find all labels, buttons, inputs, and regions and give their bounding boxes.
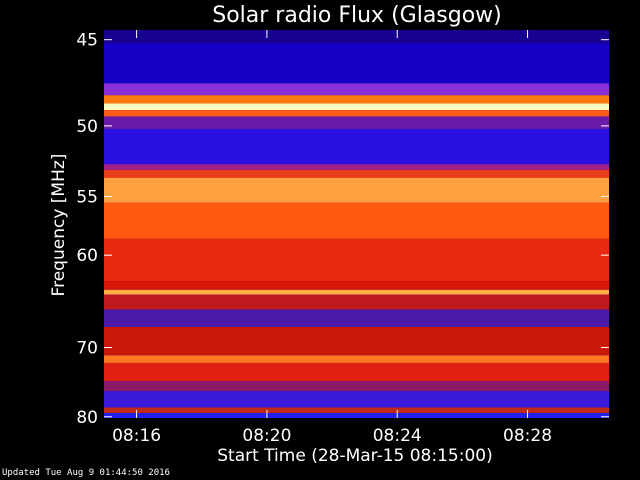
heatmap-band (104, 177, 609, 203)
heatmap-band (104, 309, 609, 328)
y-tick-label: 55 (76, 187, 98, 207)
heatmap-band (104, 95, 609, 104)
x-axis-label: Start Time (28-Mar-15 08:15:00) (217, 446, 492, 466)
heatmap-band (104, 116, 609, 129)
heatmap-band (104, 289, 609, 295)
y-axis: 45 50 55 60 70 80 (76, 31, 609, 428)
heatmap-band (104, 362, 609, 381)
heatmap-band (104, 294, 609, 310)
y-tick-label: 45 (76, 31, 98, 51)
x-axis: 08:16 08:20 08:24 08:28 (112, 30, 552, 446)
heatmap-band (104, 83, 609, 96)
x-tick-label: 08:16 (112, 426, 161, 446)
y-tick-label: 70 (76, 339, 98, 359)
y-axis-label: Frequency [MHz] (49, 154, 69, 297)
heatmap-band (104, 380, 609, 392)
y-tick-label: 80 (76, 408, 98, 428)
heatmap-band (104, 169, 609, 178)
heatmap-band (104, 281, 609, 290)
heatmap-band (104, 327, 609, 356)
x-tick-label: 08:20 (242, 426, 291, 446)
y-tick-label: 50 (76, 117, 98, 137)
x-tick-label: 08:28 (503, 426, 552, 446)
heatmap-band (104, 110, 609, 117)
plot-area (104, 30, 609, 418)
heatmap-band (104, 103, 609, 111)
heatmap-band (104, 407, 609, 414)
x-tick-label: 08:24 (373, 426, 422, 446)
y-tick-label: 60 (76, 246, 98, 266)
chart-title: Solar radio Flux (Glasgow) (212, 3, 502, 28)
heatmap-band (104, 164, 609, 170)
updated-timestamp: Updated Tue Aug 9 01:44:50 2016 (2, 468, 170, 478)
heatmap-band (104, 355, 609, 363)
heatmap-band (104, 128, 609, 165)
heatmap-band (104, 30, 609, 44)
heatmap-band (104, 202, 609, 239)
heatmap-band (104, 43, 609, 84)
heatmap-band (104, 238, 609, 282)
heatmap-band (104, 391, 609, 408)
heatmap-band (104, 413, 609, 418)
